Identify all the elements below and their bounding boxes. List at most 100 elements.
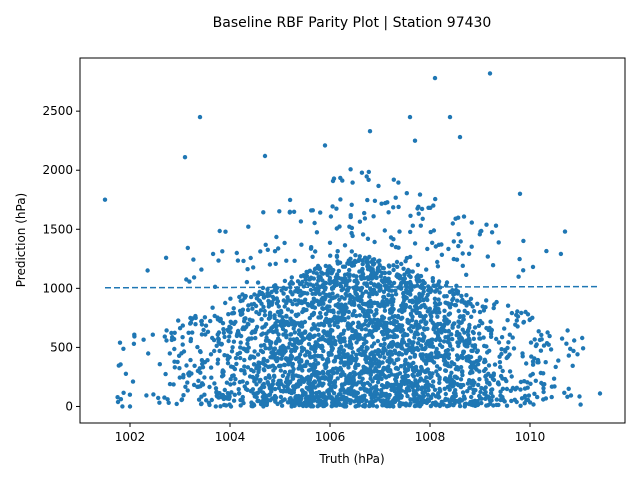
scatter-point: [436, 279, 442, 284]
scatter-point: [208, 318, 213, 324]
scatter-point: [396, 382, 401, 387]
scatter-point: [334, 403, 339, 408]
scatter-point: [450, 347, 455, 352]
scatter-point: [568, 346, 573, 351]
scatter-point: [314, 282, 319, 287]
scatter-point: [234, 250, 239, 256]
scatter-point: [539, 332, 544, 338]
scatter-point: [462, 330, 467, 335]
scatter-point: [383, 279, 389, 284]
scatter-point: [410, 350, 415, 355]
scatter-point: [181, 393, 186, 398]
scatter-point: [222, 387, 227, 393]
scatter-point: [212, 381, 217, 386]
scatter-point: [224, 380, 230, 385]
scatter-point: [357, 351, 363, 357]
scatter-point: [405, 393, 410, 399]
scatter-point: [348, 214, 353, 220]
scatter-point: [352, 399, 357, 404]
scatter-point: [251, 265, 256, 270]
scatter-point: [467, 385, 472, 391]
scatter-point: [455, 329, 460, 335]
scatter-point: [490, 263, 496, 268]
scatter-point: [512, 397, 517, 402]
scatter-point: [430, 371, 435, 376]
scatter-point: [499, 335, 505, 340]
scatter-point: [199, 267, 204, 272]
scatter-point: [489, 387, 494, 393]
scatter-point: [484, 403, 489, 408]
scatter-point: [322, 297, 327, 302]
scatter-point: [393, 288, 398, 293]
scatter-point: [558, 251, 564, 257]
scatter-point: [539, 380, 544, 386]
scatter-point: [348, 398, 354, 403]
scatter-point: [416, 347, 421, 352]
scatter-point: [304, 398, 309, 403]
scatter-point: [193, 315, 198, 321]
scatter-point: [327, 393, 332, 398]
scatter-point: [450, 394, 455, 400]
x-tick-label: 1010: [515, 430, 546, 444]
scatter-point: [526, 393, 532, 398]
scatter-point: [272, 249, 278, 254]
scatter-point: [336, 310, 341, 315]
scatter-point: [123, 371, 129, 376]
scatter-point: [371, 283, 377, 288]
scatter-point: [223, 229, 228, 234]
scatter-point: [440, 323, 446, 328]
scatter-point: [202, 315, 208, 320]
scatter-point: [552, 384, 557, 389]
scatter-point: [566, 353, 571, 358]
scatter-point: [292, 258, 297, 263]
scatter-point: [394, 344, 400, 349]
scatter-point: [407, 305, 413, 310]
scatter-point: [434, 310, 439, 315]
scatter-point: [127, 392, 133, 397]
scatter-point: [470, 361, 475, 366]
scatter-point: [318, 310, 323, 316]
scatter-point: [333, 366, 338, 371]
scatter-point: [340, 307, 346, 312]
scatter-point: [381, 347, 386, 352]
scatter-point-outlier: [182, 155, 188, 160]
scatter-point: [413, 391, 418, 397]
scatter-point: [386, 364, 391, 369]
scatter-point: [421, 317, 427, 322]
scatter-point: [475, 402, 481, 407]
scatter-point: [367, 294, 372, 299]
scatter-point: [344, 376, 349, 381]
scatter-point: [378, 274, 383, 279]
scatter-point: [484, 222, 489, 227]
scatter-point: [245, 307, 251, 313]
scatter-point: [236, 387, 241, 392]
scatter-point: [244, 279, 250, 285]
scatter-point: [373, 390, 378, 395]
scatter-point: [225, 361, 231, 366]
scatter-point: [199, 318, 204, 324]
scatter-point: [288, 316, 293, 321]
scatter-point: [469, 244, 474, 249]
scatter-point: [276, 385, 281, 391]
scatter-point: [166, 400, 171, 405]
scatter-point: [343, 291, 348, 297]
scatter-point: [310, 208, 315, 213]
scatter-point: [386, 394, 391, 399]
scatter-point: [324, 271, 330, 276]
scatter-point: [518, 387, 523, 392]
scatter-point: [264, 335, 269, 340]
y-tick-label: 1000: [42, 281, 73, 295]
scatter-point: [452, 391, 457, 396]
scatter-point: [362, 210, 367, 216]
scatter-point: [227, 324, 232, 329]
scatter-point: [404, 374, 409, 379]
scatter-point: [279, 356, 284, 361]
scatter-point: [263, 402, 268, 407]
scatter-point: [225, 357, 230, 362]
scatter-point: [478, 389, 483, 395]
scatter-point: [341, 331, 346, 336]
scatter-point: [172, 359, 177, 364]
scatter-point: [371, 271, 376, 277]
scatter-point: [420, 352, 425, 357]
scatter-point: [541, 371, 546, 376]
